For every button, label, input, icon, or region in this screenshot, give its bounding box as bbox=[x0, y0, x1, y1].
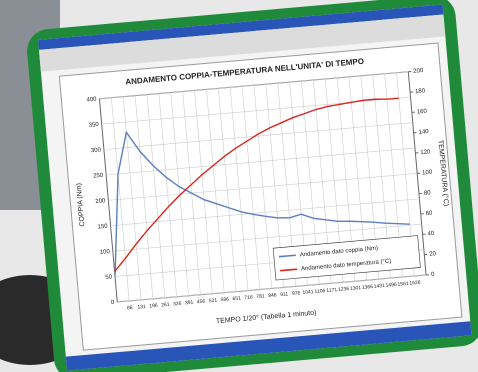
y2-tick-label: 20 bbox=[429, 251, 437, 258]
x-tick-label: 326 bbox=[173, 301, 182, 308]
y2-tick-label: 0 bbox=[431, 272, 436, 278]
data-line bbox=[114, 130, 410, 277]
x-tick-label: 976 bbox=[292, 290, 301, 297]
grid-line bbox=[170, 92, 189, 296]
y-tick-label: 200 bbox=[95, 198, 106, 205]
y2-tick-label: 120 bbox=[420, 149, 431, 156]
legend bbox=[272, 235, 421, 281]
legend-swatch bbox=[280, 268, 298, 272]
y2-tick-label: 180 bbox=[415, 88, 426, 95]
y2-tick-label: 60 bbox=[426, 211, 434, 218]
x-tick-label: 1301 bbox=[350, 285, 362, 292]
grid-line bbox=[253, 85, 273, 289]
grid-line bbox=[206, 89, 225, 293]
window-titlebar bbox=[38, 4, 444, 50]
x-tick-label: 716 bbox=[244, 294, 253, 301]
x-tick-label: 521 bbox=[209, 298, 218, 305]
x-tick-label: 846 bbox=[268, 292, 277, 299]
x-tick-label: 391 bbox=[185, 300, 194, 307]
x-tick-label: 1041 bbox=[302, 289, 314, 296]
y-tick-label: 150 bbox=[97, 224, 108, 231]
grid-line bbox=[122, 96, 142, 300]
y2-tick-label: 40 bbox=[427, 231, 435, 238]
x-tick-label: 911 bbox=[280, 291, 289, 298]
grid-line bbox=[218, 88, 237, 292]
grid-line bbox=[111, 97, 130, 301]
x-tick-label: 1626 bbox=[409, 280, 421, 287]
y-tick-label: 400 bbox=[86, 97, 97, 104]
y-tick-label: 50 bbox=[105, 274, 113, 281]
grid-line bbox=[158, 93, 177, 297]
chart: ANDAMENTO COPPIA-TEMPERATURA NELL'UNITA'… bbox=[58, 42, 463, 351]
x-tick-label: 781 bbox=[256, 293, 265, 300]
y-tick-label: 0 bbox=[111, 300, 116, 306]
x-tick-label: 261 bbox=[161, 302, 170, 309]
toolbar bbox=[38, 14, 446, 72]
x-tick-label: 131 bbox=[137, 304, 146, 311]
grid-line bbox=[241, 86, 261, 290]
x-tick-label: 1171 bbox=[326, 287, 337, 294]
y2-tick-label: 160 bbox=[417, 109, 428, 116]
x-tick-label: 456 bbox=[197, 299, 206, 306]
x-tick-label: 1561 bbox=[397, 281, 409, 288]
x-tick-label: 1236 bbox=[338, 286, 350, 293]
y-axis-title: COPPIA (Nm) bbox=[76, 183, 87, 227]
legend-swatch bbox=[278, 254, 296, 258]
y-tick-label: 350 bbox=[89, 122, 100, 129]
y-tick-label: 300 bbox=[91, 147, 102, 154]
x-tick-label: 651 bbox=[232, 296, 241, 303]
grid-line bbox=[194, 90, 213, 294]
x-tick-label: 1496 bbox=[385, 282, 397, 289]
y2-tick-label: 200 bbox=[413, 68, 424, 75]
taskbar bbox=[65, 321, 472, 371]
grid-line bbox=[146, 94, 166, 298]
y2-tick-label: 80 bbox=[424, 190, 432, 197]
x-tick-label: 1431 bbox=[374, 283, 386, 290]
y-tick-label: 250 bbox=[93, 173, 104, 180]
grid-line bbox=[134, 95, 154, 299]
y2-tick-label: 100 bbox=[422, 170, 433, 177]
x-tick-label: 1106 bbox=[314, 288, 325, 295]
y-tick-label: 100 bbox=[100, 249, 111, 256]
x-tick-label: 586 bbox=[220, 297, 229, 304]
y2-tick-label: 140 bbox=[418, 129, 429, 136]
x-tick-label: 1366 bbox=[362, 284, 374, 291]
x-tick-label: 66 bbox=[127, 305, 133, 311]
x-tick-label: 196 bbox=[149, 303, 158, 310]
data-line bbox=[114, 97, 399, 272]
grid-line bbox=[229, 87, 249, 291]
